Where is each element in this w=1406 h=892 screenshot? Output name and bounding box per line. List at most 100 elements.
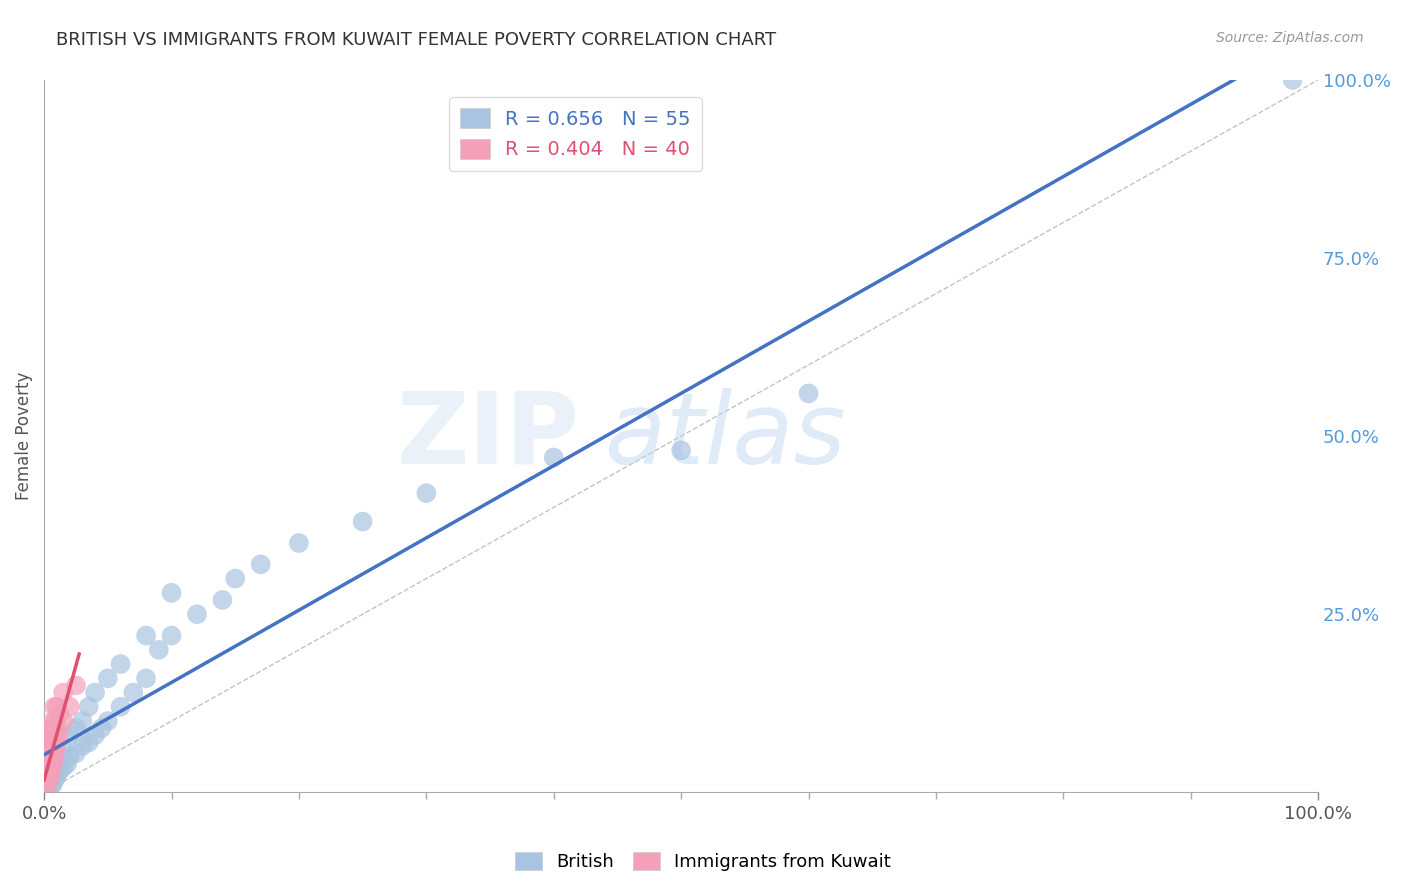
Point bbox=[39, 767, 62, 781]
Point bbox=[84, 685, 107, 699]
Point bbox=[42, 714, 65, 728]
Point bbox=[48, 764, 70, 778]
Point bbox=[35, 764, 58, 778]
Point bbox=[52, 760, 75, 774]
Point bbox=[56, 756, 79, 771]
Legend: R = 0.656   N = 55, R = 0.404   N = 40: R = 0.656 N = 55, R = 0.404 N = 40 bbox=[449, 97, 703, 171]
Point bbox=[249, 558, 271, 572]
Point bbox=[37, 780, 59, 795]
Point bbox=[1281, 73, 1303, 87]
Point bbox=[39, 728, 62, 742]
Point bbox=[38, 760, 60, 774]
Point bbox=[90, 721, 112, 735]
Point bbox=[44, 764, 66, 778]
Point bbox=[48, 728, 70, 742]
Point bbox=[65, 746, 87, 760]
Point bbox=[37, 774, 59, 789]
Point bbox=[77, 735, 100, 749]
Point bbox=[45, 728, 67, 742]
Point bbox=[45, 767, 67, 781]
Point bbox=[52, 742, 75, 756]
Point bbox=[352, 515, 374, 529]
Text: ZIP: ZIP bbox=[396, 388, 579, 484]
Text: atlas: atlas bbox=[605, 388, 846, 484]
Point bbox=[97, 714, 120, 728]
Point bbox=[41, 774, 63, 789]
Point bbox=[34, 780, 56, 794]
Point bbox=[39, 756, 62, 771]
Point bbox=[38, 749, 60, 764]
Point bbox=[41, 721, 63, 735]
Point bbox=[42, 728, 65, 742]
Point bbox=[39, 771, 62, 785]
Point bbox=[77, 699, 100, 714]
Point bbox=[42, 777, 65, 791]
Point bbox=[135, 629, 157, 643]
Point bbox=[148, 643, 170, 657]
Point bbox=[45, 714, 67, 728]
Point bbox=[35, 778, 58, 792]
Point bbox=[42, 770, 65, 784]
Point bbox=[38, 771, 60, 785]
Point bbox=[44, 772, 66, 787]
Point bbox=[41, 760, 63, 774]
Point bbox=[58, 728, 80, 742]
Point bbox=[42, 742, 65, 756]
Point bbox=[44, 721, 66, 735]
Point bbox=[42, 756, 65, 771]
Point bbox=[135, 671, 157, 685]
Point bbox=[44, 735, 66, 749]
Point bbox=[37, 774, 59, 789]
Point bbox=[669, 443, 692, 458]
Point bbox=[48, 749, 70, 764]
Point bbox=[45, 699, 67, 714]
Point bbox=[35, 780, 58, 794]
Point bbox=[41, 749, 63, 764]
Point bbox=[58, 699, 80, 714]
Point bbox=[52, 685, 75, 699]
Point bbox=[45, 735, 67, 749]
Point bbox=[52, 714, 75, 728]
Point bbox=[110, 699, 132, 714]
Point bbox=[38, 778, 60, 792]
Y-axis label: Female Poverty: Female Poverty bbox=[15, 372, 32, 500]
Point bbox=[160, 629, 183, 643]
Point bbox=[797, 386, 820, 401]
Point bbox=[39, 780, 62, 794]
Point bbox=[35, 771, 58, 785]
Point bbox=[45, 721, 67, 735]
Point bbox=[44, 749, 66, 764]
Text: Source: ZipAtlas.com: Source: ZipAtlas.com bbox=[1216, 31, 1364, 45]
Point bbox=[45, 742, 67, 756]
Point bbox=[122, 685, 145, 699]
Legend: British, Immigrants from Kuwait: British, Immigrants from Kuwait bbox=[508, 845, 898, 879]
Point bbox=[38, 772, 60, 787]
Point bbox=[44, 699, 66, 714]
Point bbox=[41, 735, 63, 749]
Point bbox=[84, 728, 107, 742]
Point bbox=[37, 767, 59, 781]
Point bbox=[543, 450, 565, 465]
Point bbox=[415, 486, 437, 500]
Point bbox=[45, 756, 67, 771]
Point bbox=[72, 714, 94, 728]
Point bbox=[186, 607, 208, 622]
Point bbox=[224, 572, 246, 586]
Point bbox=[160, 586, 183, 600]
Point bbox=[211, 593, 233, 607]
Point bbox=[48, 706, 70, 721]
Point bbox=[37, 756, 59, 771]
Point bbox=[110, 657, 132, 671]
Point bbox=[288, 536, 311, 550]
Point bbox=[45, 771, 67, 785]
Point bbox=[34, 781, 56, 796]
Point bbox=[65, 721, 87, 735]
Point bbox=[32, 781, 55, 796]
Point bbox=[35, 777, 58, 791]
Point bbox=[34, 774, 56, 789]
Point bbox=[72, 739, 94, 753]
Point bbox=[97, 671, 120, 685]
Point bbox=[39, 742, 62, 756]
Text: BRITISH VS IMMIGRANTS FROM KUWAIT FEMALE POVERTY CORRELATION CHART: BRITISH VS IMMIGRANTS FROM KUWAIT FEMALE… bbox=[56, 31, 776, 49]
Point bbox=[65, 678, 87, 692]
